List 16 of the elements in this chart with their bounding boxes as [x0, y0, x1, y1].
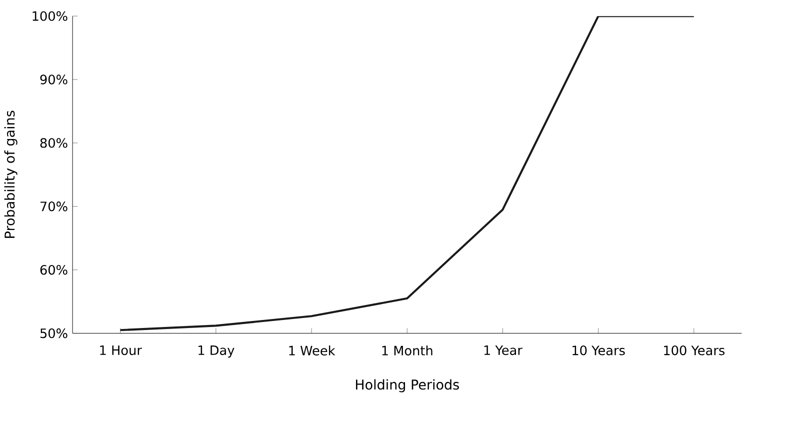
x-tick-label: 1 Month	[382, 346, 432, 356]
x-tick-label: 1 Year	[484, 346, 522, 356]
x-tick-label: 1 Week	[289, 346, 336, 356]
x-tick-label: 1 Hour	[100, 346, 142, 356]
y-tick-label: 90%	[40, 74, 68, 85]
y-tick-label: 50%	[40, 328, 68, 338]
x-axis-title: Holding Periods	[356, 379, 459, 392]
x-tick-label: 100 Years	[664, 346, 725, 356]
x-tick-label: 1 Day	[198, 346, 234, 358]
y-tick-label: 80%	[40, 138, 68, 148]
y-tick-label: 60%	[40, 265, 68, 275]
line-series	[119, 16, 695, 332]
y-axis-title: Probability of gains	[4, 110, 18, 238]
y-tick-label: 100%	[32, 11, 68, 22]
x-tick-label: 10 Years	[572, 346, 625, 356]
y-tick-label: 70%	[40, 202, 68, 212]
